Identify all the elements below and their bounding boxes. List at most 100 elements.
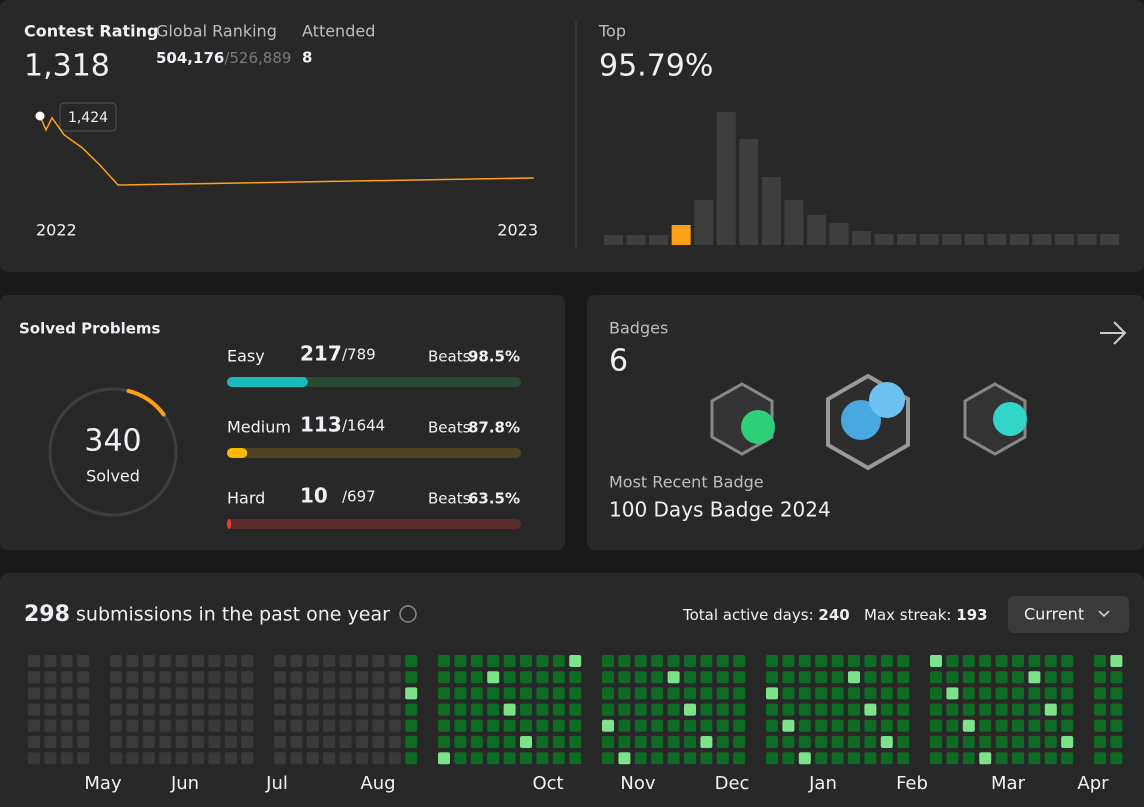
distribution-bar (761, 177, 781, 245)
badge (710, 382, 775, 456)
streak-value: 193 (956, 606, 987, 624)
heat-cell (60, 752, 73, 765)
heat-cell (44, 752, 57, 765)
heat-cell (864, 655, 877, 667)
heat-cell (372, 719, 385, 732)
heat-cell (470, 719, 483, 732)
heat-cell (618, 752, 631, 765)
heat-cell (175, 671, 188, 684)
info-icon[interactable] (399, 605, 417, 623)
heat-cell (405, 687, 418, 700)
distribution-bar (716, 112, 736, 245)
heat-cell (126, 687, 139, 700)
heat-cell (930, 752, 942, 765)
heat-cell (339, 752, 352, 765)
heat-cell (470, 703, 483, 716)
heat-cell (339, 687, 352, 700)
heat-cell (536, 655, 549, 667)
heat-cell (192, 719, 204, 732)
heat-cell (634, 655, 647, 667)
heat-cell (142, 671, 155, 684)
heat-cell (28, 671, 40, 684)
heat-cell (356, 655, 368, 667)
heat-cell (356, 687, 368, 700)
heat-cell (1110, 719, 1123, 732)
heat-cell (487, 655, 500, 667)
bar-track (227, 448, 521, 458)
heat-cell (405, 703, 418, 716)
distribution-bar (1032, 234, 1052, 245)
heat-cell (290, 703, 303, 716)
heat-cell (897, 752, 910, 765)
heat-cell (552, 671, 565, 684)
heat-cell (1110, 736, 1123, 748)
distribution-bar (852, 231, 872, 245)
heat-cell (700, 655, 713, 667)
heat-cell (946, 719, 959, 732)
heat-cell (880, 655, 893, 667)
bar-fill (227, 377, 308, 387)
heat-cell (831, 719, 844, 732)
heat-cell (798, 703, 811, 716)
distribution-bar (874, 234, 894, 245)
heat-cell (28, 719, 40, 732)
heat-cell (848, 655, 860, 667)
heat-cell (454, 655, 467, 667)
active-value: 240 (818, 606, 849, 624)
heat-cell (897, 655, 910, 667)
heat-cell (536, 703, 549, 716)
heat-cell (1061, 655, 1074, 667)
heat-cell (684, 752, 696, 765)
heat-cell (782, 752, 795, 765)
heat-cell (848, 687, 860, 700)
heat-cell (372, 703, 385, 716)
heat-cell (946, 703, 959, 716)
heat-cell (602, 736, 614, 748)
heat-cell (306, 719, 319, 732)
heat-cell (716, 671, 729, 684)
distribution-bar (829, 223, 849, 245)
heat-cell (602, 703, 614, 716)
heat-cell (1061, 703, 1074, 716)
heat-cell (979, 687, 992, 700)
badges-title: Badges (609, 319, 668, 338)
heat-cell (848, 736, 860, 748)
heat-cell (815, 752, 828, 765)
heat-cell (962, 671, 975, 684)
max-streak: Max streak: 193 (864, 606, 988, 624)
heat-cell (930, 703, 942, 716)
bar-track (227, 519, 521, 529)
difficulty: Medium (227, 418, 291, 437)
heat-cell (864, 752, 877, 765)
heat-cell (192, 736, 204, 748)
heat-cell (470, 752, 483, 765)
dropdown[interactable] (1008, 596, 1129, 633)
heat-cell (159, 703, 172, 716)
heat-cell (438, 703, 450, 716)
heat-cell (831, 703, 844, 716)
streak-label: Max streak: (864, 606, 951, 624)
arrow-button[interactable] (1100, 321, 1127, 345)
difficulty: Hard (227, 489, 265, 508)
heat-cell (962, 752, 975, 765)
heat-cell (159, 752, 172, 765)
ranking: 504,176/526,889 (156, 49, 291, 67)
heat-cell (602, 687, 614, 700)
heat-cell (700, 736, 713, 748)
heat-cell (503, 671, 516, 684)
heat-cell (995, 719, 1008, 732)
month-label: Mar (991, 773, 1026, 794)
heat-cell (405, 752, 418, 765)
heat-cell (798, 719, 811, 732)
chevron (1098, 610, 1110, 618)
heat-cell (897, 736, 910, 748)
solved-title: Solved Problems (19, 320, 161, 338)
heat-cell (536, 671, 549, 684)
heat-cell (569, 736, 582, 748)
heat-cell (1044, 703, 1057, 716)
heat-cell (569, 719, 582, 732)
heat-cell (1061, 719, 1074, 732)
heat-cell (192, 671, 204, 684)
heat-cell (520, 719, 532, 732)
